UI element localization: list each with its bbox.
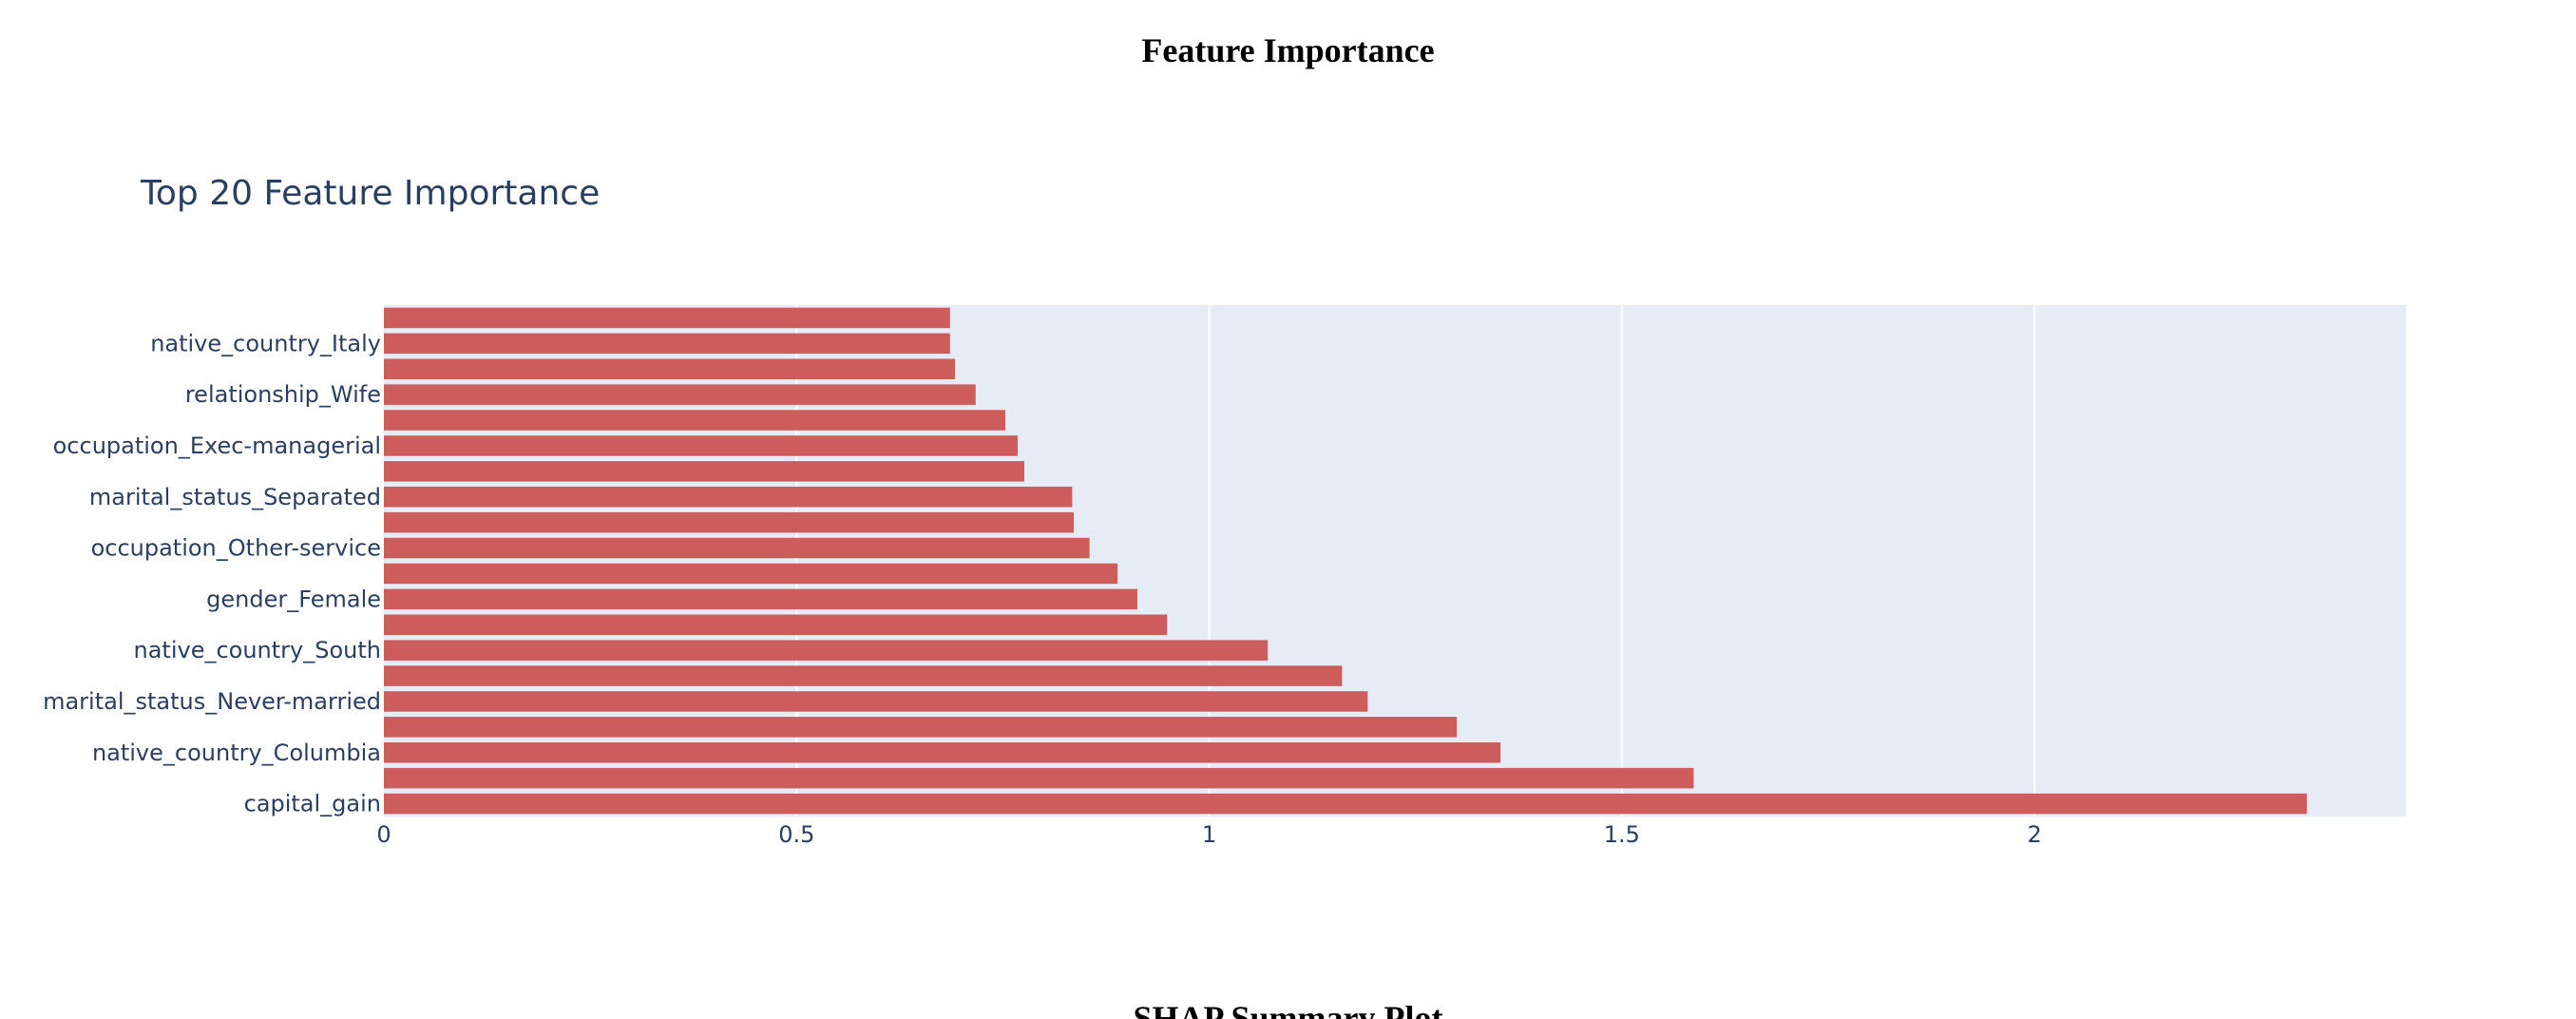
section-title-shap-summary: SHAP Summary Plot [1133,999,1443,1019]
y-tick-label: capital_gain [244,791,381,817]
bar [384,358,956,380]
bar [384,665,1343,686]
bars [384,307,2307,815]
bar [384,717,1458,738]
y-tick-label: native_country_Columbia [92,740,381,766]
bar [384,767,1694,789]
y-tick-label: relationship_Wife [185,381,381,408]
y-tick-label: occupation_Other-service [91,535,381,562]
x-tick-label: 0.5 [778,821,814,848]
y-tick-label: native_country_South [134,637,382,663]
y-tick-label: occupation_Exec-managerial [53,433,381,459]
bar [384,486,1073,508]
plot-area [384,305,2406,817]
bar [384,563,1118,585]
bar [384,588,1138,610]
x-tick-label: 0 [376,821,391,848]
bar [384,384,976,405]
bar [384,614,1168,636]
y-tick-label: marital_status_Never-married [43,688,381,715]
x-tick-label: 1 [1202,821,1216,848]
bar [384,640,1269,661]
bar [384,333,950,355]
bar [384,307,950,329]
bar [384,511,1075,533]
y-tick-label: native_country_Italy [150,330,381,356]
y-axis-tick-labels: capital_gain native_country_Columbia marit… [43,330,381,817]
bar [384,537,1090,559]
chart-title: Top 20 Feature Importance [141,174,601,213]
y-tick-label: marital_status_Separated [89,484,381,510]
x-axis-tick-labels: 0 0.5 1 1.5 2 [376,821,2041,848]
x-tick-label: 2 [2028,821,2042,848]
bar [384,691,1368,712]
page-title: Feature Importance [1141,31,1435,69]
y-tick-label: gender_Female [206,586,381,612]
bar [384,741,1501,763]
bar [384,793,2307,815]
bar [384,461,1025,482]
feature-importance-chart: capital_gain native_country_Columbia marit… [43,305,2406,848]
bar [384,410,1006,431]
bar [384,435,1019,456]
x-tick-label: 1.5 [1604,821,1640,848]
